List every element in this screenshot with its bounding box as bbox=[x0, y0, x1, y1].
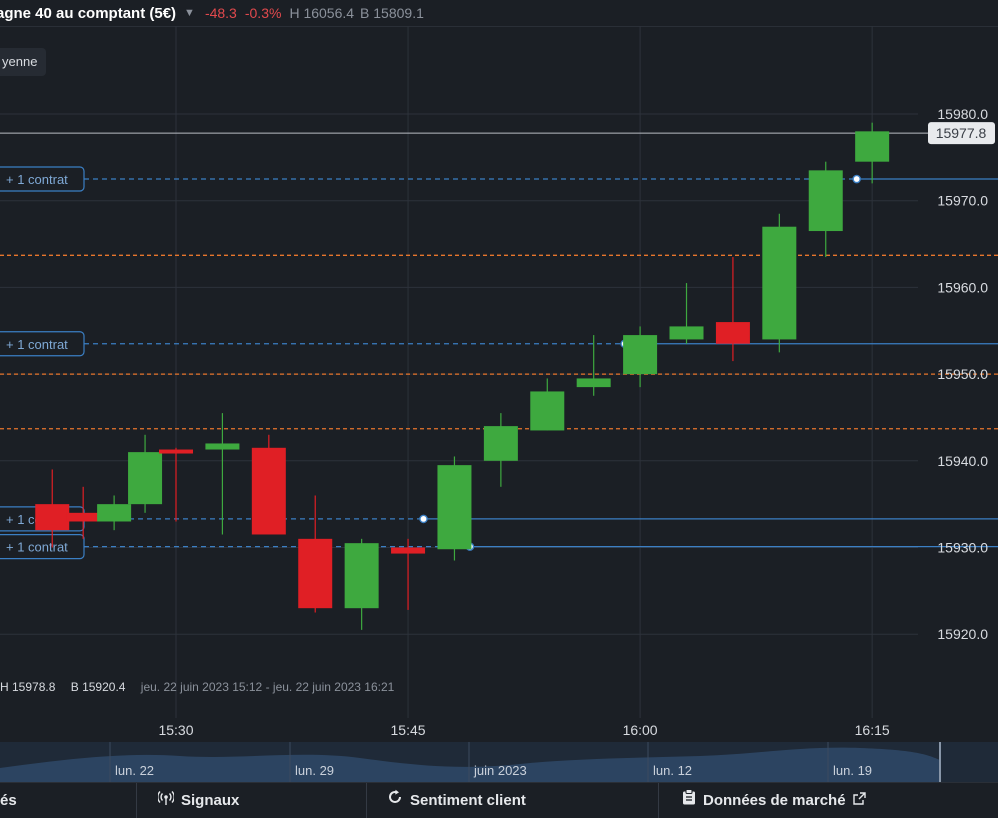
candle-body bbox=[251, 447, 286, 535]
order-tag bbox=[0, 331, 85, 357]
y-tick-label: 15920.0 bbox=[937, 626, 988, 642]
y-tick-label: 15950.0 bbox=[937, 366, 988, 382]
price-change-percent: -0.3% bbox=[244, 5, 282, 21]
price-change: -48.3 bbox=[204, 5, 237, 21]
y-tick-label: 15980.0 bbox=[937, 106, 988, 122]
order-marker bbox=[852, 174, 861, 184]
session-high: H 16056.4 bbox=[289, 5, 355, 21]
footer-divider bbox=[658, 783, 659, 818]
price-chart[interactable]: + 1 contrat+ 1 contrat+ 1 contrat+ 1 con… bbox=[0, 26, 998, 742]
last-price-badge bbox=[928, 122, 995, 145]
candle-body bbox=[762, 226, 797, 340]
navigator-label: juin 2023 bbox=[473, 763, 527, 778]
level-lines bbox=[0, 132, 998, 430]
footer-tab-donnees[interactable]: Données de marché bbox=[682, 783, 866, 818]
candle-body bbox=[576, 378, 611, 388]
x-tick-label: 16:15 bbox=[855, 722, 890, 738]
candle-body bbox=[483, 426, 518, 461]
candle-body bbox=[715, 322, 750, 344]
y-tick-label: 15940.0 bbox=[937, 453, 988, 469]
x-tick-label: 16:00 bbox=[623, 722, 658, 738]
range-dates: jeu. 22 juin 2023 15:12 - jeu. 22 juin 2… bbox=[140, 680, 395, 694]
candle-body bbox=[205, 443, 240, 450]
chart-info-row: H 15978.8 B 15920.4 jeu. 22 juin 2023 15… bbox=[0, 680, 394, 694]
order-marker bbox=[419, 514, 428, 524]
x-tick-label: 15:30 bbox=[158, 722, 193, 738]
x-axis: 15:30 15:45 16:00 16:15 bbox=[158, 722, 889, 738]
order-tag-label: + 1 contrat bbox=[6, 172, 68, 187]
candle-body bbox=[66, 512, 101, 522]
candle-body bbox=[808, 170, 843, 232]
x-tick-label: 15:45 bbox=[391, 722, 426, 738]
footer-tab-partial[interactable]: és bbox=[0, 792, 17, 809]
candle-body bbox=[128, 452, 163, 505]
instrument-header: agne 40 au comptant (5€) ▼ -48.3 -0.3% H… bbox=[0, 0, 998, 27]
navigator-label: lun. 19 bbox=[833, 763, 872, 778]
order-tag-label: + 1 contrat bbox=[6, 540, 68, 555]
clipboard-icon bbox=[682, 783, 696, 818]
candles bbox=[35, 122, 890, 630]
y-tick-label: 15930.0 bbox=[937, 540, 988, 556]
refresh-icon bbox=[387, 783, 403, 818]
range-high: H 15978.8 bbox=[0, 680, 56, 694]
candle-body bbox=[530, 391, 565, 431]
signal-icon bbox=[157, 783, 175, 818]
footer-tab-signaux[interactable]: Signaux bbox=[157, 783, 239, 818]
time-navigator[interactable]: lun. 22 lun. 29 juin 2023 lun. 12 lun. 19 bbox=[0, 742, 998, 782]
y-axis: 15920.0 15930.0 15940.0 15950.0 15960.0 15970… bbox=[928, 106, 995, 642]
navigator-label: lun. 22 bbox=[115, 763, 154, 778]
candle-body bbox=[344, 543, 379, 609]
y-tick-label: 15960.0 bbox=[937, 279, 988, 295]
chart-grid bbox=[0, 26, 918, 718]
order-tag bbox=[0, 166, 85, 192]
instrument-dropdown-icon[interactable]: ▼ bbox=[184, 7, 195, 19]
order-tag bbox=[0, 534, 85, 560]
candle-body bbox=[35, 504, 70, 531]
candle-body bbox=[669, 326, 704, 340]
order-tag-label: + 1 contrat bbox=[6, 337, 68, 352]
y-tick-label: 15970.0 bbox=[937, 193, 988, 209]
candle-body bbox=[298, 538, 333, 609]
range-low: B 15920.4 bbox=[70, 680, 126, 694]
candle-body bbox=[623, 335, 658, 375]
navigator-label: lun. 29 bbox=[295, 763, 334, 778]
candle-body bbox=[855, 131, 890, 162]
order-lines: + 1 contrat+ 1 contrat+ 1 contrat+ 1 con… bbox=[0, 166, 998, 560]
candle-body bbox=[391, 547, 426, 554]
footer-divider bbox=[136, 783, 137, 818]
navigator-area bbox=[0, 747, 940, 782]
instrument-title[interactable]: agne 40 au comptant (5€) bbox=[0, 4, 177, 22]
footer-tab-sentiment[interactable]: Sentiment client bbox=[387, 783, 526, 818]
candle-body bbox=[437, 465, 472, 550]
external-link-icon[interactable] bbox=[852, 783, 866, 818]
bottom-toolbar: és Signaux Sentiment client Données de m… bbox=[0, 782, 998, 818]
session-low: B 15809.1 bbox=[360, 5, 424, 21]
navigator-label: lun. 12 bbox=[653, 763, 692, 778]
last-price-label: 15977.8 bbox=[936, 125, 987, 141]
moyenne-button[interactable]: yenne bbox=[0, 48, 46, 76]
footer-divider bbox=[366, 783, 367, 818]
candle-body bbox=[97, 504, 132, 522]
candle-body bbox=[159, 449, 193, 454]
